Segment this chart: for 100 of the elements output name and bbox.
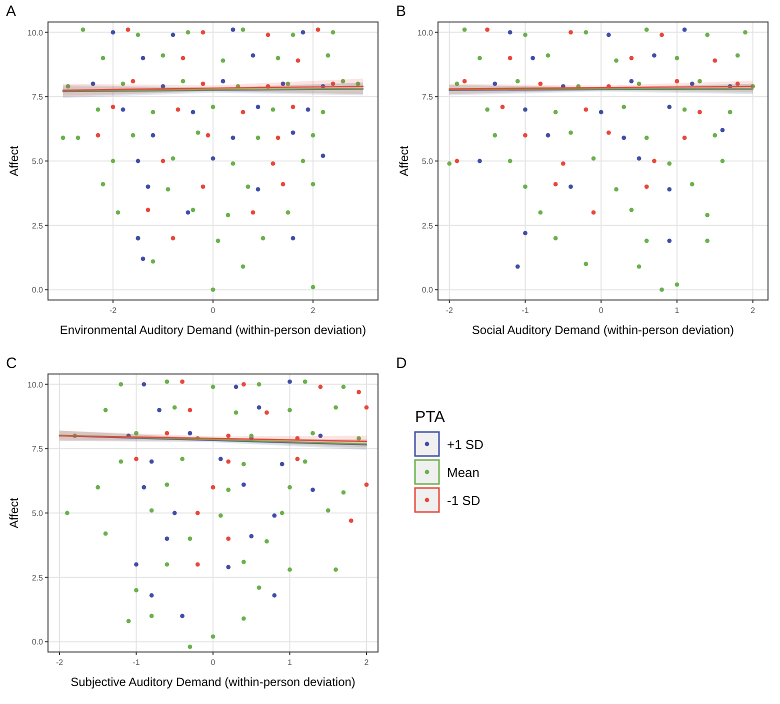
legend-label: -1 SD — [447, 493, 480, 508]
point — [492, 82, 498, 86]
point — [584, 262, 588, 266]
point — [348, 518, 354, 523]
point — [682, 28, 687, 32]
point — [150, 259, 156, 264]
y-tick-label: 7.5 — [422, 92, 434, 102]
point — [290, 104, 296, 110]
point — [66, 84, 70, 89]
point — [195, 562, 200, 567]
point — [188, 536, 192, 541]
point — [149, 459, 154, 464]
point — [318, 434, 323, 438]
point — [728, 110, 732, 114]
point — [492, 133, 498, 138]
point — [110, 30, 116, 34]
point — [110, 158, 116, 164]
point — [196, 130, 200, 135]
point — [364, 482, 369, 487]
x-axis-title: Environmental Auditory Demand (within-person deviation) — [60, 323, 366, 337]
point — [530, 56, 536, 60]
point — [523, 32, 528, 38]
point — [644, 184, 649, 189]
point — [320, 154, 326, 158]
point — [515, 264, 520, 269]
point — [614, 187, 618, 192]
point — [256, 382, 262, 386]
point — [720, 128, 725, 132]
point — [249, 534, 254, 538]
point — [172, 405, 177, 410]
x-tick-label: -2 — [56, 658, 64, 667]
point — [146, 208, 150, 212]
point — [242, 382, 246, 386]
point — [310, 431, 315, 436]
point — [667, 161, 672, 166]
point — [606, 32, 611, 38]
point — [160, 53, 166, 58]
x-tick-label: 0 — [210, 306, 216, 315]
point — [76, 136, 80, 140]
point — [164, 482, 170, 487]
point — [149, 508, 154, 513]
point — [166, 187, 170, 192]
point — [190, 110, 196, 114]
point — [288, 380, 292, 384]
point — [140, 256, 146, 262]
chart-title: A — [6, 3, 16, 20]
point — [462, 79, 467, 84]
point — [142, 485, 146, 490]
point — [164, 536, 170, 541]
y-tick-label: 7.5 — [32, 444, 44, 454]
point — [103, 408, 108, 412]
point — [188, 408, 192, 412]
point — [116, 210, 120, 215]
point — [242, 616, 246, 621]
point — [523, 133, 528, 138]
chart-title: C — [6, 355, 17, 372]
point — [288, 485, 292, 490]
point — [226, 434, 231, 438]
point — [508, 56, 512, 60]
point — [538, 82, 543, 86]
point — [130, 79, 136, 84]
point — [295, 456, 300, 462]
point — [272, 593, 277, 598]
point — [96, 133, 100, 138]
point — [230, 28, 236, 32]
point — [134, 456, 138, 462]
point — [264, 410, 269, 415]
point — [242, 560, 246, 564]
point — [636, 264, 642, 269]
point — [330, 30, 336, 34]
point — [210, 384, 216, 390]
y-tick-label: 2.5 — [32, 573, 44, 582]
point — [200, 30, 206, 34]
point — [454, 82, 460, 86]
point — [136, 32, 140, 38]
point — [553, 182, 558, 186]
point — [341, 384, 346, 390]
point — [250, 53, 256, 58]
point — [310, 182, 316, 186]
point — [157, 408, 162, 412]
point — [356, 82, 360, 86]
point — [698, 79, 702, 84]
point — [240, 264, 246, 269]
point — [591, 156, 596, 161]
x-tick-label: -1 — [522, 306, 530, 315]
point — [584, 30, 588, 34]
point — [300, 30, 306, 34]
point — [705, 32, 710, 38]
point — [591, 210, 596, 215]
point — [210, 156, 216, 161]
point — [180, 380, 184, 384]
point — [250, 210, 256, 215]
point — [266, 32, 270, 38]
point — [546, 133, 550, 138]
point — [186, 30, 190, 34]
point — [264, 539, 269, 544]
point — [674, 79, 680, 84]
point — [256, 136, 260, 140]
point — [210, 288, 216, 292]
point — [302, 459, 308, 464]
